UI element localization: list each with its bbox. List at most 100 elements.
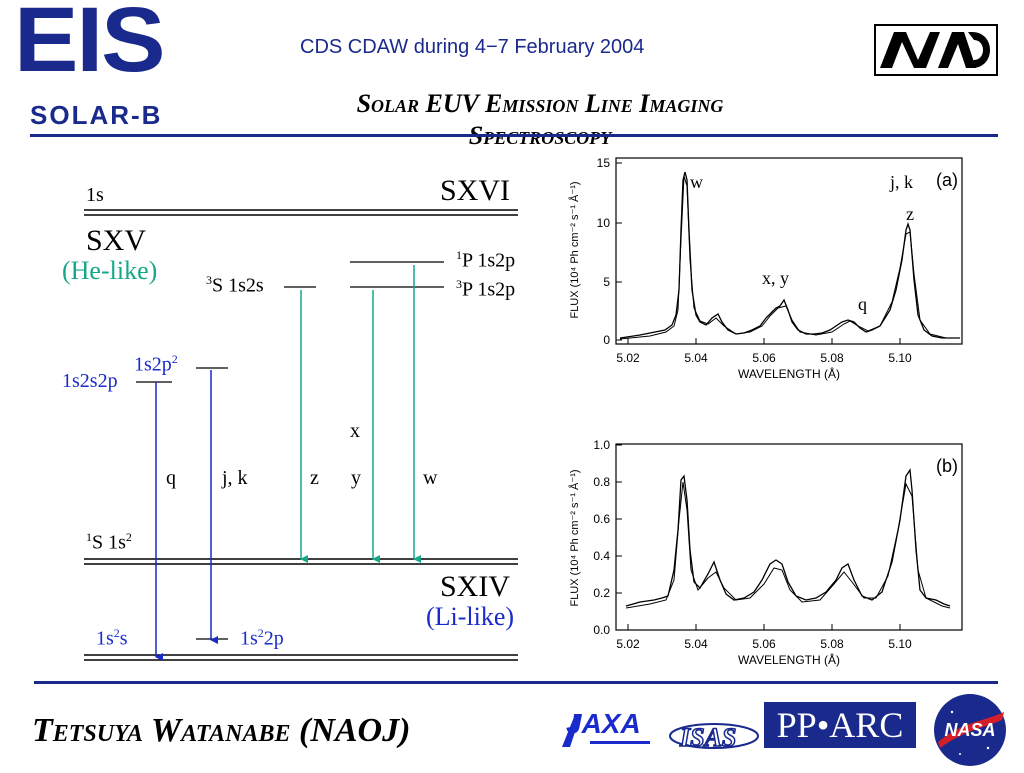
level-label-1s2-term: 1	[86, 530, 92, 544]
level-label-1s2p2: 1s2p2	[134, 352, 178, 377]
isas-logo-orbit	[669, 723, 759, 749]
level-label-3s-text: S 1s2s	[212, 274, 264, 297]
sxvi-ion-label: SXVI	[440, 174, 511, 207]
plot-a-annot-jk: j, k	[889, 172, 913, 192]
plot-b-xtick-label-3: 5.06	[752, 637, 776, 651]
plot-a-ylabel: FLUX (10⁴ Ph cm⁻² s⁻¹ Å⁻¹)	[568, 181, 581, 318]
level-label-3p: 3P 1s2p	[456, 277, 515, 302]
level-label-3p-term: 3	[456, 277, 462, 291]
slide-title: Solar EUV Emission Line Imaging Spectros…	[260, 88, 820, 152]
pparc-logo: PP•ARC	[764, 702, 916, 748]
plot-a-ytick-label-1: 0	[603, 333, 610, 347]
plot-b-panel-label: (b)	[936, 456, 958, 476]
sxiv-ion-label: SXIV	[440, 570, 511, 603]
sxv-ion-label: SXV	[86, 224, 147, 257]
plot-a-xtick-label-5: 5.10	[888, 351, 912, 365]
plot-b-spectrum-model	[625, 481, 951, 609]
plot-b-ytick-label-5: 0.8	[593, 475, 610, 489]
plot-a-ytick-label-3: 10	[597, 216, 611, 230]
transition-label-z: z	[310, 467, 319, 489]
plot-a-annot-w: w	[690, 172, 703, 192]
nao-logo-mark-a	[938, 32, 976, 68]
transition-label-jk: j, k	[222, 467, 248, 489]
plot-a-xlabel: WAVELENGTH (Å)	[738, 366, 840, 381]
nasa-logo-star-1	[950, 710, 954, 714]
level-label-1s22s-sup: 2	[113, 626, 120, 640]
plot-a-xtick-label-2: 5.04	[684, 351, 708, 365]
transition-label-x: x	[350, 420, 360, 442]
plot-b-spectrum-observed	[625, 468, 951, 607]
footer-divider	[34, 681, 998, 684]
nasa-logo-text: NASA	[944, 720, 995, 740]
jaxa-logo: JAXA	[560, 703, 660, 758]
level-label-1s2-text: S 1s	[92, 531, 126, 554]
nasa-logo-star-3	[959, 753, 961, 755]
plot-a-spectrum-model	[619, 175, 960, 340]
transition-label-q: q	[166, 467, 176, 489]
nao-logo	[874, 24, 998, 76]
plot-a-xtick-label-4: 5.08	[820, 351, 844, 365]
jaxa-logo-text: JAXA	[566, 708, 641, 739]
isas-logo-text: ISAS	[679, 723, 736, 752]
spectrum-plot-b: 5.02 5.04 5.06 5.08 5.10 0.0 0.2 0.4 0.6…	[550, 430, 978, 672]
level-label-1s2p2-text: 1s2p	[134, 353, 172, 376]
plot-b-frame	[615, 443, 963, 631]
solar-b-logo-text: SOLAR-B	[30, 100, 163, 130]
plot-b-xlabel: WAVELENGTH (Å)	[738, 652, 840, 667]
nasa-logo: NASA	[932, 692, 1008, 768]
plot-b-ytick-label-6: 1.0	[593, 438, 610, 452]
level-label-3s-term: 3	[206, 273, 212, 287]
plot-b-ytick-label-2: 0.2	[593, 586, 610, 600]
level-label-1s22s-a: 1s	[96, 627, 114, 650]
plot-b-ytick-label-4: 0.6	[593, 512, 610, 526]
level-label-1s2s2p: 1s2s2p	[62, 370, 118, 392]
level-label-1s22s-b: s	[119, 627, 128, 650]
transition-label-w: w	[423, 467, 438, 489]
plot-a-ytick-label-4: 15	[597, 156, 611, 170]
plot-b-xtick-label-5: 5.10	[888, 637, 912, 651]
plot-b-ytick-label-3: 0.4	[593, 549, 610, 563]
li-like-label: (Li-like)	[426, 602, 515, 631]
energy-level-diagram	[84, 209, 518, 661]
level-label-1s22p-b: 2p	[263, 627, 284, 650]
plot-b-xtick-label-1: 5.02	[616, 637, 640, 651]
plot-a-frame	[615, 157, 963, 345]
eis-solar-b-logo: EIS SOLAR-B	[14, 0, 190, 130]
level-label-1p-term: 1	[456, 248, 462, 262]
slide-subtitle: CDS CDAW during 4−7 February 2004	[300, 36, 645, 58]
sxvi-config-label: 1s	[86, 184, 104, 206]
level-label-1s22p-sup: 2	[257, 626, 264, 640]
isas-logo: ISAS	[668, 714, 760, 754]
eis-logo-text: EIS	[14, 0, 166, 91]
plot-a-ytick-label-2: 5	[603, 275, 610, 289]
plot-a-spectrum-observed	[619, 171, 960, 339]
plot-b-ytick-label-1: 0.0	[593, 623, 610, 637]
transition-label-y: y	[351, 467, 361, 489]
jaxa-logo-swoosh	[562, 717, 580, 747]
plot-a-annot-xy: x, y	[762, 268, 789, 288]
level-label-1s2: 1S 1s2	[86, 530, 132, 555]
plot-a-xtick-label-1: 5.02	[616, 351, 640, 365]
level-label-3p-text: P 1s2p	[462, 278, 516, 301]
level-label-1s22p: 1s22p	[240, 626, 284, 651]
nao-logo-mark-o	[968, 32, 990, 68]
nao-logo-mark-n	[880, 32, 940, 68]
plot-b-xtick-label-4: 5.08	[820, 637, 844, 651]
level-label-1p: 1P 1s2p	[456, 248, 515, 273]
level-label-1s22s: 1s2s	[96, 626, 128, 651]
title-line-1: Solar EUV Emission Line Imaging	[356, 89, 724, 118]
plot-a-annot-q: q	[858, 294, 867, 314]
plot-a-xtick-label-3: 5.06	[752, 351, 776, 365]
plot-b-ylabel: FLUX (10⁴ Ph cm⁻² s⁻¹ Å⁻¹)	[568, 469, 581, 606]
nasa-logo-swoosh	[938, 712, 1004, 748]
plot-a-panel-label: (a)	[936, 170, 958, 190]
level-label-3s: 3S 1s2s	[206, 273, 264, 298]
he-like-label: (He-like)	[62, 256, 158, 285]
plot-b-xtick-label-2: 5.04	[684, 637, 708, 651]
level-label-1p-text: P 1s2p	[462, 249, 516, 272]
nasa-logo-star-2	[986, 746, 990, 750]
author-name: Tetsuya Watanabe (NAOJ)	[32, 712, 411, 749]
level-label-1s2-sup: 2	[125, 530, 132, 544]
level-label-1s22p-a: 1s	[240, 627, 258, 650]
plot-a-annot-z: z	[906, 204, 914, 224]
